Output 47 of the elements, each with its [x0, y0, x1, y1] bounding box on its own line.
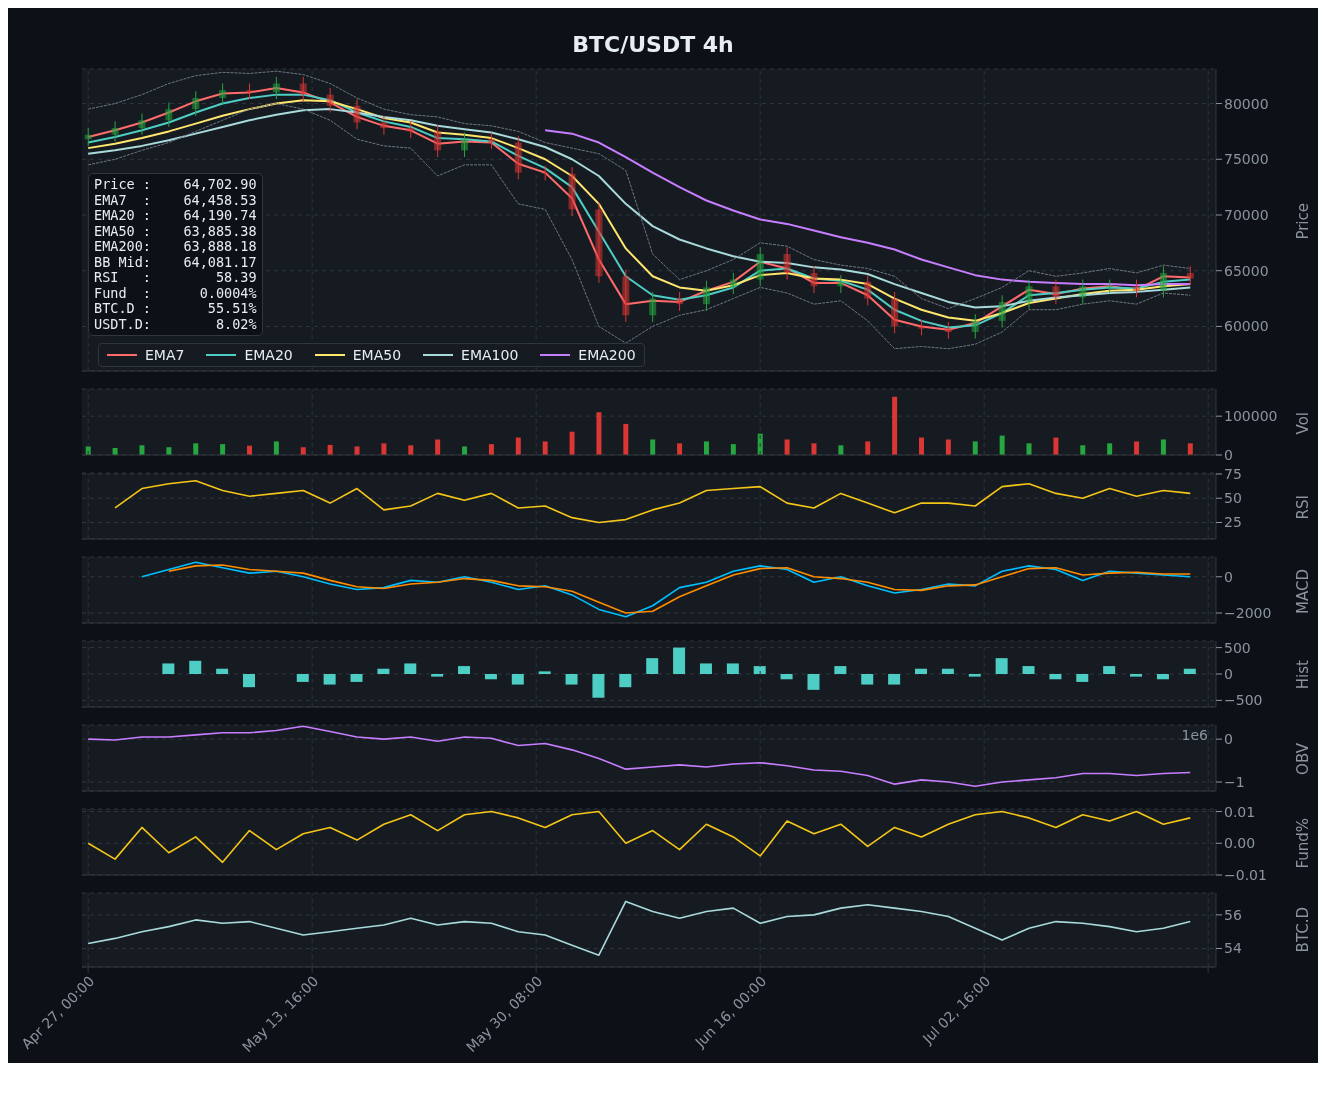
y-tick-label: 25 — [1224, 514, 1242, 531]
annotation: 1e6 — [1181, 727, 1208, 743]
y-tick-label: 50 — [1224, 490, 1242, 507]
y-tick-label: −2000 — [1224, 605, 1272, 621]
annotation: BB Mid: 64,081.17 — [94, 253, 257, 270]
y-tick-label: −0.01 — [1224, 866, 1267, 883]
y-tick-label: 65000 — [1224, 262, 1269, 279]
y-axis-title: OBV — [1294, 743, 1312, 775]
y-tick-label: 500 — [1224, 639, 1251, 656]
y-tick-label: 0 — [1224, 446, 1233, 463]
annotation: USDT.D: 8.02% — [94, 315, 257, 332]
legend-label: EMA50 — [351, 347, 402, 363]
legend-label: EMA20 — [243, 347, 293, 363]
y-tick-label: 0.00 — [1224, 835, 1256, 852]
y-tick-label: 70000 — [1224, 206, 1269, 223]
y-axis-title: MACD — [1294, 568, 1312, 614]
y-tick-label: 0 — [1224, 665, 1233, 682]
y-axis-title: Hist — [1294, 660, 1312, 690]
y-axis-title: BTC.D — [1294, 907, 1312, 953]
annotation: RSI : 58.39 — [94, 269, 257, 286]
legend-label: EMA7 — [144, 347, 185, 363]
y-axis-title: Vol — [1294, 411, 1312, 435]
annotation: BTC.D : 55.51% — [94, 300, 257, 317]
y-axis-title: Fund% — [1294, 817, 1312, 869]
y-tick-label: 0 — [1224, 568, 1233, 585]
legend-label: EMA100 — [460, 347, 519, 363]
y-tick-label: 0 — [1224, 731, 1233, 748]
y-tick-label: 54 — [1224, 940, 1242, 957]
y-tick-label: 75 — [1224, 465, 1242, 482]
y-tick-label: 60000 — [1224, 318, 1269, 335]
annotation: EMA7 : 64,458.53 — [94, 191, 257, 208]
annotation: Fund : 0.0004% — [94, 284, 257, 301]
y-tick-label: −1 — [1224, 773, 1245, 790]
y-tick-label: 80000 — [1224, 95, 1269, 112]
y-tick-label: 75000 — [1224, 151, 1269, 168]
y-tick-label: 56 — [1224, 906, 1242, 923]
annotation: EMA200: 63,888.18 — [94, 238, 257, 255]
annotation: Price : 64,702.90 — [94, 176, 257, 193]
y-tick-label: 0.01 — [1224, 803, 1256, 820]
y-tick-label: 100000 — [1224, 408, 1278, 425]
y-tick-label: −500 — [1224, 692, 1263, 709]
annotation: EMA20 : 64,190.74 — [94, 207, 257, 224]
y-axis-title: RSI — [1294, 494, 1312, 520]
annotation: EMA50 : 63,885.38 — [94, 222, 257, 239]
y-axis-title: Price — [1294, 202, 1312, 240]
chart-title: BTC/USDT 4h — [571, 32, 735, 57]
legend-label: EMA200 — [577, 347, 636, 363]
